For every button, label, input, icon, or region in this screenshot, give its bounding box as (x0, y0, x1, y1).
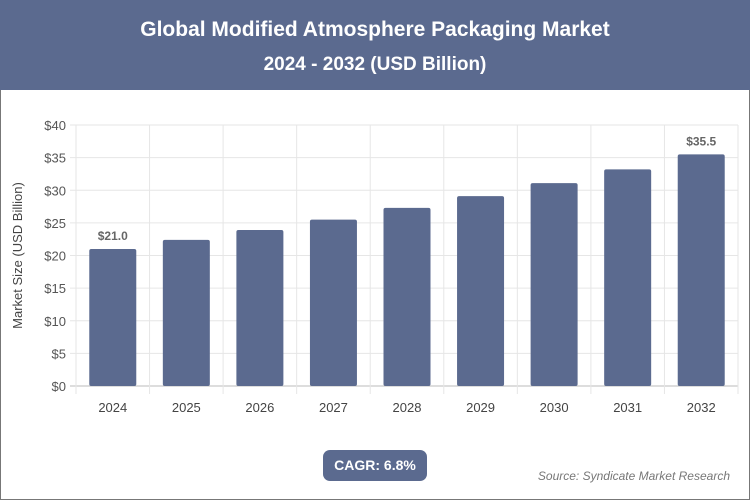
bar-2027 (309, 219, 357, 386)
x-tick-label: 2032 (687, 400, 716, 415)
bar-2028 (383, 207, 431, 386)
bar-2031 (604, 169, 652, 386)
x-tick-label: 2029 (466, 400, 495, 415)
x-tick-label: 2027 (319, 400, 348, 415)
x-tick-label: 2026 (245, 400, 274, 415)
bar-2025 (162, 239, 210, 386)
x-tick-label: 2024 (98, 400, 127, 415)
bar-2026 (236, 230, 284, 386)
y-tick-label: $0 (52, 379, 66, 394)
y-tick-label: $40 (44, 118, 66, 133)
y-tick-label: $25 (44, 216, 66, 231)
bar-2029 (457, 196, 505, 386)
chart-header: Global Modified Atmosphere Packaging Mar… (0, 0, 750, 90)
bar-2024 (89, 248, 137, 386)
bar-2032 (677, 154, 725, 386)
data-label: $35.5 (686, 134, 716, 148)
y-tick-label: $15 (44, 281, 66, 296)
y-tick-label: $5 (52, 346, 66, 361)
cagr-badge: CAGR: 6.8% (323, 450, 427, 481)
x-tick-label: 2030 (540, 400, 569, 415)
y-tick-label: $10 (44, 314, 66, 329)
x-tick-label: 2031 (613, 400, 642, 415)
chart-subtitle: 2024 - 2032 (USD Billion) (263, 54, 487, 75)
x-tick-label: 2025 (172, 400, 201, 415)
source-note: Source: Syndicate Market Research (537, 469, 730, 483)
y-axis-title: Market Size (USD Billion) (10, 182, 25, 329)
y-tick-label: $35 (44, 151, 66, 166)
y-tick-label: $20 (44, 249, 66, 264)
y-tick-label: $30 (44, 183, 66, 198)
data-label: $21.0 (98, 229, 128, 243)
chart-title: Global Modified Atmosphere Packaging Mar… (140, 18, 610, 41)
x-tick-label: 2028 (393, 400, 422, 415)
bar-2030 (530, 183, 578, 386)
